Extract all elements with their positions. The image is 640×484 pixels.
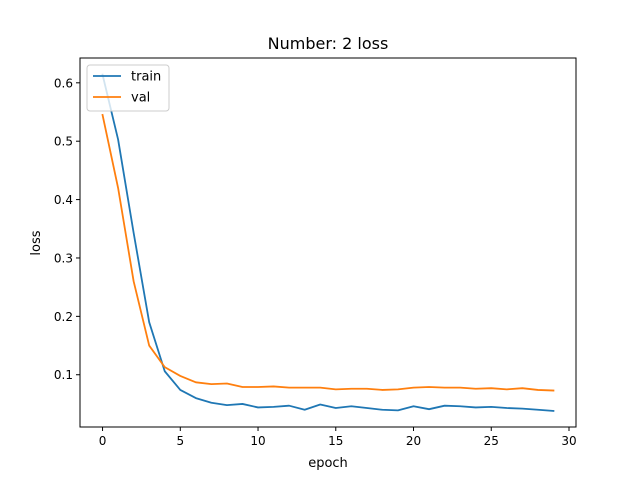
y-tick-label: 0.2 <box>54 310 73 324</box>
x-tick-label: 15 <box>328 434 343 448</box>
y-tick-label: 0.5 <box>54 135 73 149</box>
x-tick-label: 30 <box>561 434 576 448</box>
series-line-train <box>101 73 555 412</box>
legend-label-train: train <box>131 70 161 85</box>
x-tick-label: 25 <box>484 434 499 448</box>
plot-frame <box>79 57 577 428</box>
axes-layer: 0 5 10 15 20 25 30 0.1 0.2 0.3 0.4 0.5 0.6 <box>54 76 577 448</box>
series-layer <box>101 73 555 412</box>
chart-title: Number: 2 loss <box>268 34 389 53</box>
y-axis-label: loss <box>29 230 44 255</box>
x-tick-label: 20 <box>406 434 421 448</box>
legend: train val <box>86 64 170 112</box>
series-line-val <box>101 113 555 392</box>
x-tick-label: 0 <box>99 434 107 448</box>
x-axis-label: epoch <box>308 456 348 471</box>
y-tick-label: 0.4 <box>54 193 73 207</box>
x-tick-label: 10 <box>250 434 265 448</box>
legend-label-val: val <box>131 91 150 106</box>
y-tick-label: 0.3 <box>54 251 73 265</box>
y-tick-label: 0.6 <box>54 76 73 90</box>
y-tick-label: 0.1 <box>54 368 73 382</box>
x-tick-label: 5 <box>176 434 184 448</box>
